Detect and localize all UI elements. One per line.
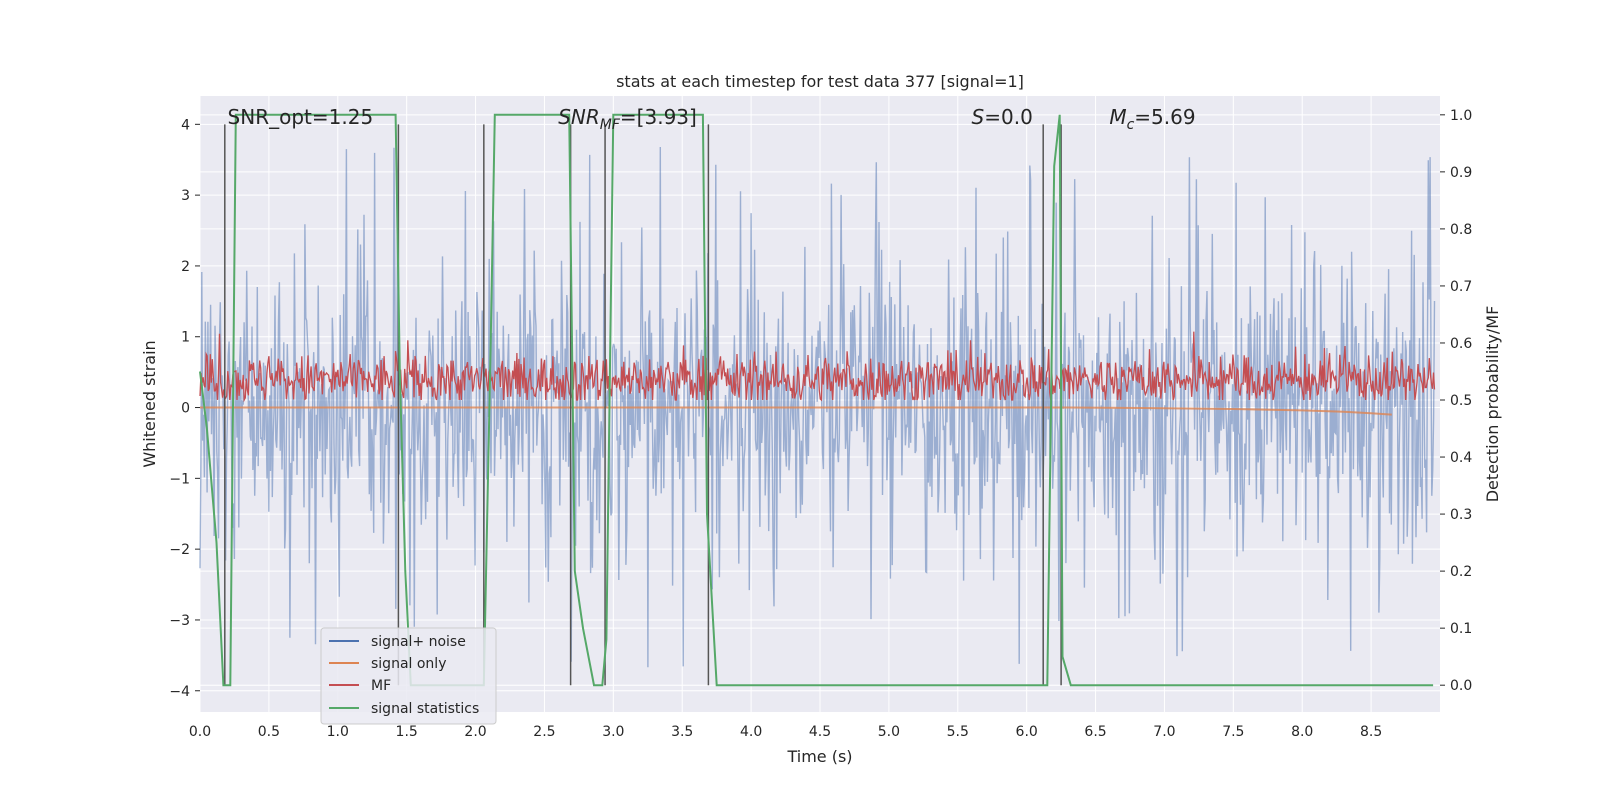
y-tick-label: −4 (169, 684, 190, 700)
y-tick-label: 2 (181, 259, 190, 275)
y-axis-ticks: −4 −3 −2 −1 0 1 2 3 4 (169, 117, 200, 700)
x-tick-label: 0.5 (258, 724, 280, 740)
x-tick-label: 8.0 (1291, 724, 1313, 740)
x-tick-label: 0.0 (189, 724, 211, 740)
x-axis-label: Time (s) (786, 747, 852, 766)
y2-tick-label: 0.3 (1450, 507, 1472, 523)
y2-tick-label: 0.4 (1450, 450, 1472, 466)
legend: signal+ noise signal only MF signal stat… (320, 627, 497, 725)
x-tick-label: 7.0 (1153, 724, 1175, 740)
legend-label: signal only (371, 656, 446, 672)
legend-label: signal+ noise (371, 634, 466, 650)
mf-line (199, 331, 1436, 403)
annotation-text: SNR_opt=1.25 (228, 105, 374, 129)
y2-tick-label: 0.2 (1450, 564, 1472, 580)
annotation-text: S=0.0 (972, 105, 1033, 129)
signal-statistics-line (199, 113, 1434, 687)
mf-series (199, 331, 1436, 403)
y-tick-label: −3 (169, 613, 190, 629)
legend-item-signal-noise: signal+ noise (329, 634, 466, 650)
legend-item-signal-statistics: signal statistics (329, 701, 479, 717)
y2-axis-ticks: 0.0 0.1 0.2 0.3 0.4 0.5 0.6 0.7 0.8 0.9 1.0 (1440, 108, 1472, 694)
x-tick-label: 3.0 (602, 724, 624, 740)
legend-label: signal statistics (371, 701, 479, 717)
x-tick-label: 1.0 (327, 724, 349, 740)
annotation-text: Mc=5.69 (1109, 105, 1195, 133)
y2-tick-label: 1.0 (1450, 108, 1472, 124)
x-tick-label: 4.0 (740, 724, 762, 740)
y2-tick-label: 0.7 (1450, 279, 1472, 295)
segment-boundaries (224, 124, 1062, 686)
legend-item-mf: MF (329, 678, 391, 694)
y-tick-label: −2 (169, 542, 190, 558)
x-tick-label: 2.0 (464, 724, 486, 740)
x-tick-label: 5.5 (947, 724, 969, 740)
y2-axis-label: Detection probability/MF (1483, 306, 1502, 503)
legend-item-signal-only: signal only (329, 656, 446, 672)
y2-tick-label: 0.8 (1450, 222, 1472, 238)
annotation-text: SNRMF=[3.93] (558, 105, 697, 133)
y-tick-label: −1 (169, 471, 190, 487)
y-tick-label: 3 (181, 188, 190, 204)
x-tick-label: 6.5 (1084, 724, 1106, 740)
legend-label: MF (371, 678, 391, 694)
annotations: SNR_opt=1.25 SNRMF=[3.93] S=0.0 Mc=5.69 (228, 105, 1196, 133)
x-tick-label: 5.0 (878, 724, 900, 740)
x-tick-label: 6.0 (1016, 724, 1038, 740)
y2-tick-label: 0.1 (1450, 621, 1472, 637)
y2-tick-label: 0.0 (1450, 678, 1472, 694)
y2-tick-label: 0.9 (1450, 165, 1472, 181)
signal-only-line (200, 406, 1392, 416)
x-tick-label: 2.5 (533, 724, 555, 740)
x-tick-label: 1.5 (396, 724, 418, 740)
signal-only-series (200, 406, 1392, 416)
y-tick-label: 4 (181, 117, 190, 133)
x-tick-label: 7.5 (1222, 724, 1244, 740)
y2-tick-label: 0.5 (1450, 393, 1472, 409)
y-tick-label: 0 (181, 401, 190, 417)
y2-tick-label: 0.6 (1450, 336, 1472, 352)
x-axis-ticks: 0.0 0.5 1.0 1.5 2.0 2.5 3.0 3.5 4.0 4.5 5.0 5.5 6.0 6… (189, 724, 1382, 740)
legend-box (320, 627, 497, 725)
x-tick-label: 3.5 (671, 724, 693, 740)
signal-statistics-series (199, 113, 1434, 687)
y-tick-label: 1 (181, 330, 190, 346)
x-tick-label: 8.5 (1360, 724, 1382, 740)
chart-title: stats at each timestep for test data 377… (616, 72, 1024, 91)
x-tick-label: 4.5 (809, 724, 831, 740)
y-axis-label: Whitened strain (140, 340, 159, 467)
